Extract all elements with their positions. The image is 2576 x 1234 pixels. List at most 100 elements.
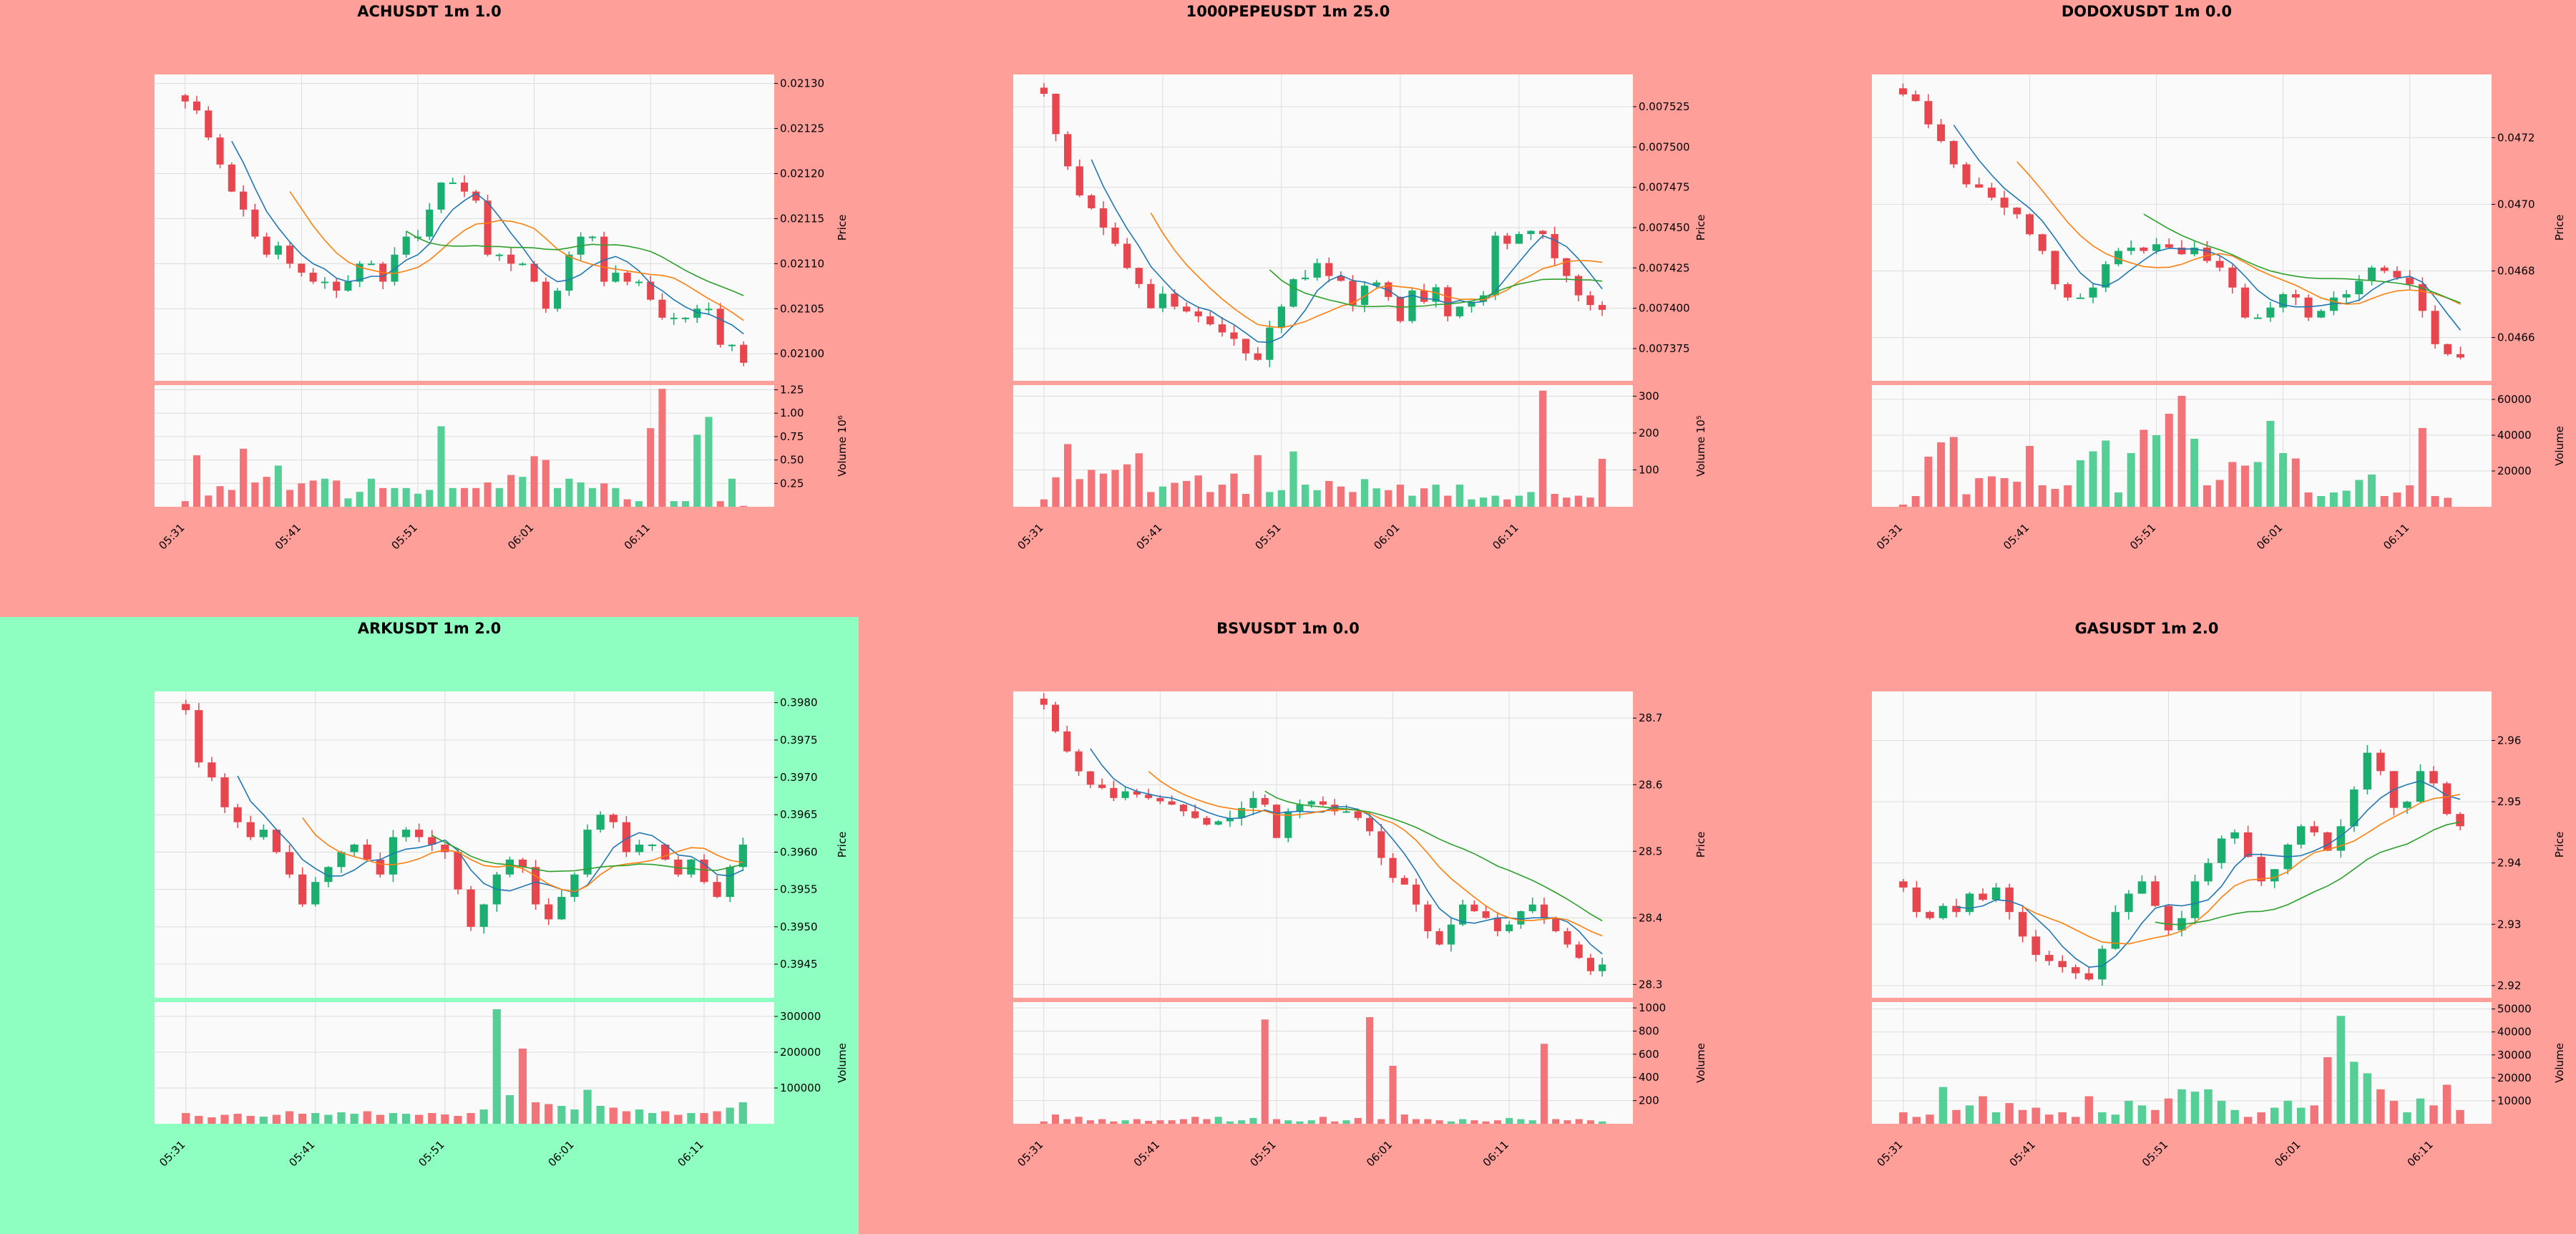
candle-body xyxy=(661,845,670,860)
candle-body xyxy=(1455,306,1464,316)
candle-body xyxy=(309,272,317,282)
moving-average-line xyxy=(1091,159,1603,344)
candle-body xyxy=(1470,904,1478,912)
volume-tick-label: 40000 xyxy=(2497,1026,2532,1039)
candle-body xyxy=(298,874,307,905)
price-tick-label: 0.007500 xyxy=(1639,140,1690,153)
volume-bar xyxy=(1991,1112,2001,1124)
candlestick-chart: 05:31 05:41 05:51 06:01 06:11 0.0466 0.0468 0.0… xyxy=(1872,74,2566,552)
candle-body xyxy=(2076,297,2084,299)
volume-bar xyxy=(2177,1089,2186,1124)
price-plot-area xyxy=(155,74,774,381)
candle-body xyxy=(1899,88,1907,94)
candle-body xyxy=(2164,905,2173,931)
price-plot-area xyxy=(1872,74,2492,381)
volume-bar xyxy=(1937,442,1946,507)
candle-body xyxy=(311,882,320,905)
volume-bar xyxy=(2089,451,2097,507)
price-tick-label: 2.93 xyxy=(2497,918,2521,931)
volume-bar xyxy=(1552,1119,1560,1124)
volume-bar xyxy=(1987,476,1996,507)
candle-body xyxy=(1171,293,1179,307)
volume-bar xyxy=(2038,485,2046,507)
volume-bar xyxy=(583,1089,592,1124)
price-axis-label: Price xyxy=(1694,832,1707,858)
volume-bar xyxy=(2013,482,2021,507)
volume-bar xyxy=(1459,1119,1467,1124)
x-tick-label: 06:01 xyxy=(1364,1138,1395,1169)
candle-body xyxy=(2114,251,2122,265)
candle-body xyxy=(1447,924,1455,945)
price-tick-label: 0.007475 xyxy=(1639,181,1690,194)
volume-axis-label: Volume xyxy=(1694,1043,1707,1083)
candle-body xyxy=(713,882,721,898)
candle-body xyxy=(1075,751,1083,772)
volume-bar xyxy=(635,501,643,507)
volume-bar xyxy=(2190,439,2199,507)
volume-bar xyxy=(2165,414,2173,507)
candle-body xyxy=(1301,277,1309,280)
volume-bar xyxy=(251,482,259,507)
volume-bar xyxy=(1975,478,1984,507)
volume-bar xyxy=(437,426,445,507)
price-tick-label: 28.7 xyxy=(1639,711,1662,724)
candle-body xyxy=(2355,281,2363,295)
candle-body xyxy=(205,110,213,138)
volume-bar xyxy=(716,501,724,507)
candle-body xyxy=(286,246,294,264)
candle-body xyxy=(612,272,620,282)
volume-bar xyxy=(1111,470,1119,507)
candle-body xyxy=(2190,881,2200,918)
volume-bar xyxy=(415,1114,424,1124)
volume-bar xyxy=(705,417,713,507)
candle-body xyxy=(1459,904,1467,925)
candle-body xyxy=(1938,905,1948,918)
candle-body xyxy=(1389,858,1397,878)
volume-bar xyxy=(2018,1109,2027,1124)
candle-body xyxy=(251,209,259,237)
volume-bar xyxy=(1598,459,1606,507)
volume-bar xyxy=(1503,499,1511,507)
volume-tick-label: 400 xyxy=(1639,1071,1659,1084)
volume-bar xyxy=(1435,1120,1443,1124)
candle-body xyxy=(449,183,457,185)
price-axis-label: Price xyxy=(1694,215,1707,241)
candle-body xyxy=(1147,283,1155,308)
candle-body xyxy=(1214,821,1222,825)
candle-body xyxy=(635,281,643,283)
volume-bar xyxy=(1179,1119,1187,1124)
volume-bar xyxy=(428,1113,436,1124)
candle-body xyxy=(1528,904,1536,912)
x-tick-label: 06:11 xyxy=(1490,521,1521,552)
candle-body xyxy=(2204,863,2212,882)
candle-body xyxy=(2072,967,2080,973)
candle-body xyxy=(2241,287,2250,318)
volume-bar xyxy=(728,478,736,507)
x-tick-label: 05:31 xyxy=(1874,521,1905,552)
volume-bar xyxy=(1238,1120,1246,1124)
candle-body xyxy=(1156,797,1164,802)
candle-body xyxy=(344,281,352,291)
candle-body xyxy=(1075,166,1083,195)
volume-bar xyxy=(2098,1112,2107,1124)
candle-body xyxy=(195,710,203,763)
candle-body xyxy=(2253,317,2262,319)
volume-bar xyxy=(220,1114,229,1124)
volume-bar xyxy=(1182,480,1191,507)
volume-bar xyxy=(1899,1112,1908,1124)
candle-body xyxy=(623,272,631,282)
volume-bar xyxy=(507,475,515,507)
volume-bar xyxy=(661,1111,670,1124)
volume-bar xyxy=(1230,473,1238,507)
candle-body xyxy=(495,254,503,256)
candle-body xyxy=(1563,258,1571,276)
volume-tick-label: 800 xyxy=(1639,1024,1659,1037)
candle-body xyxy=(2393,271,2401,278)
candle-body xyxy=(2137,881,2147,894)
volume-bar xyxy=(1400,1114,1408,1124)
candle-body xyxy=(545,904,553,920)
candle-body xyxy=(350,845,358,852)
candle-body xyxy=(182,704,190,711)
volume-bar xyxy=(1249,1117,1257,1124)
candle-body xyxy=(1088,195,1096,208)
